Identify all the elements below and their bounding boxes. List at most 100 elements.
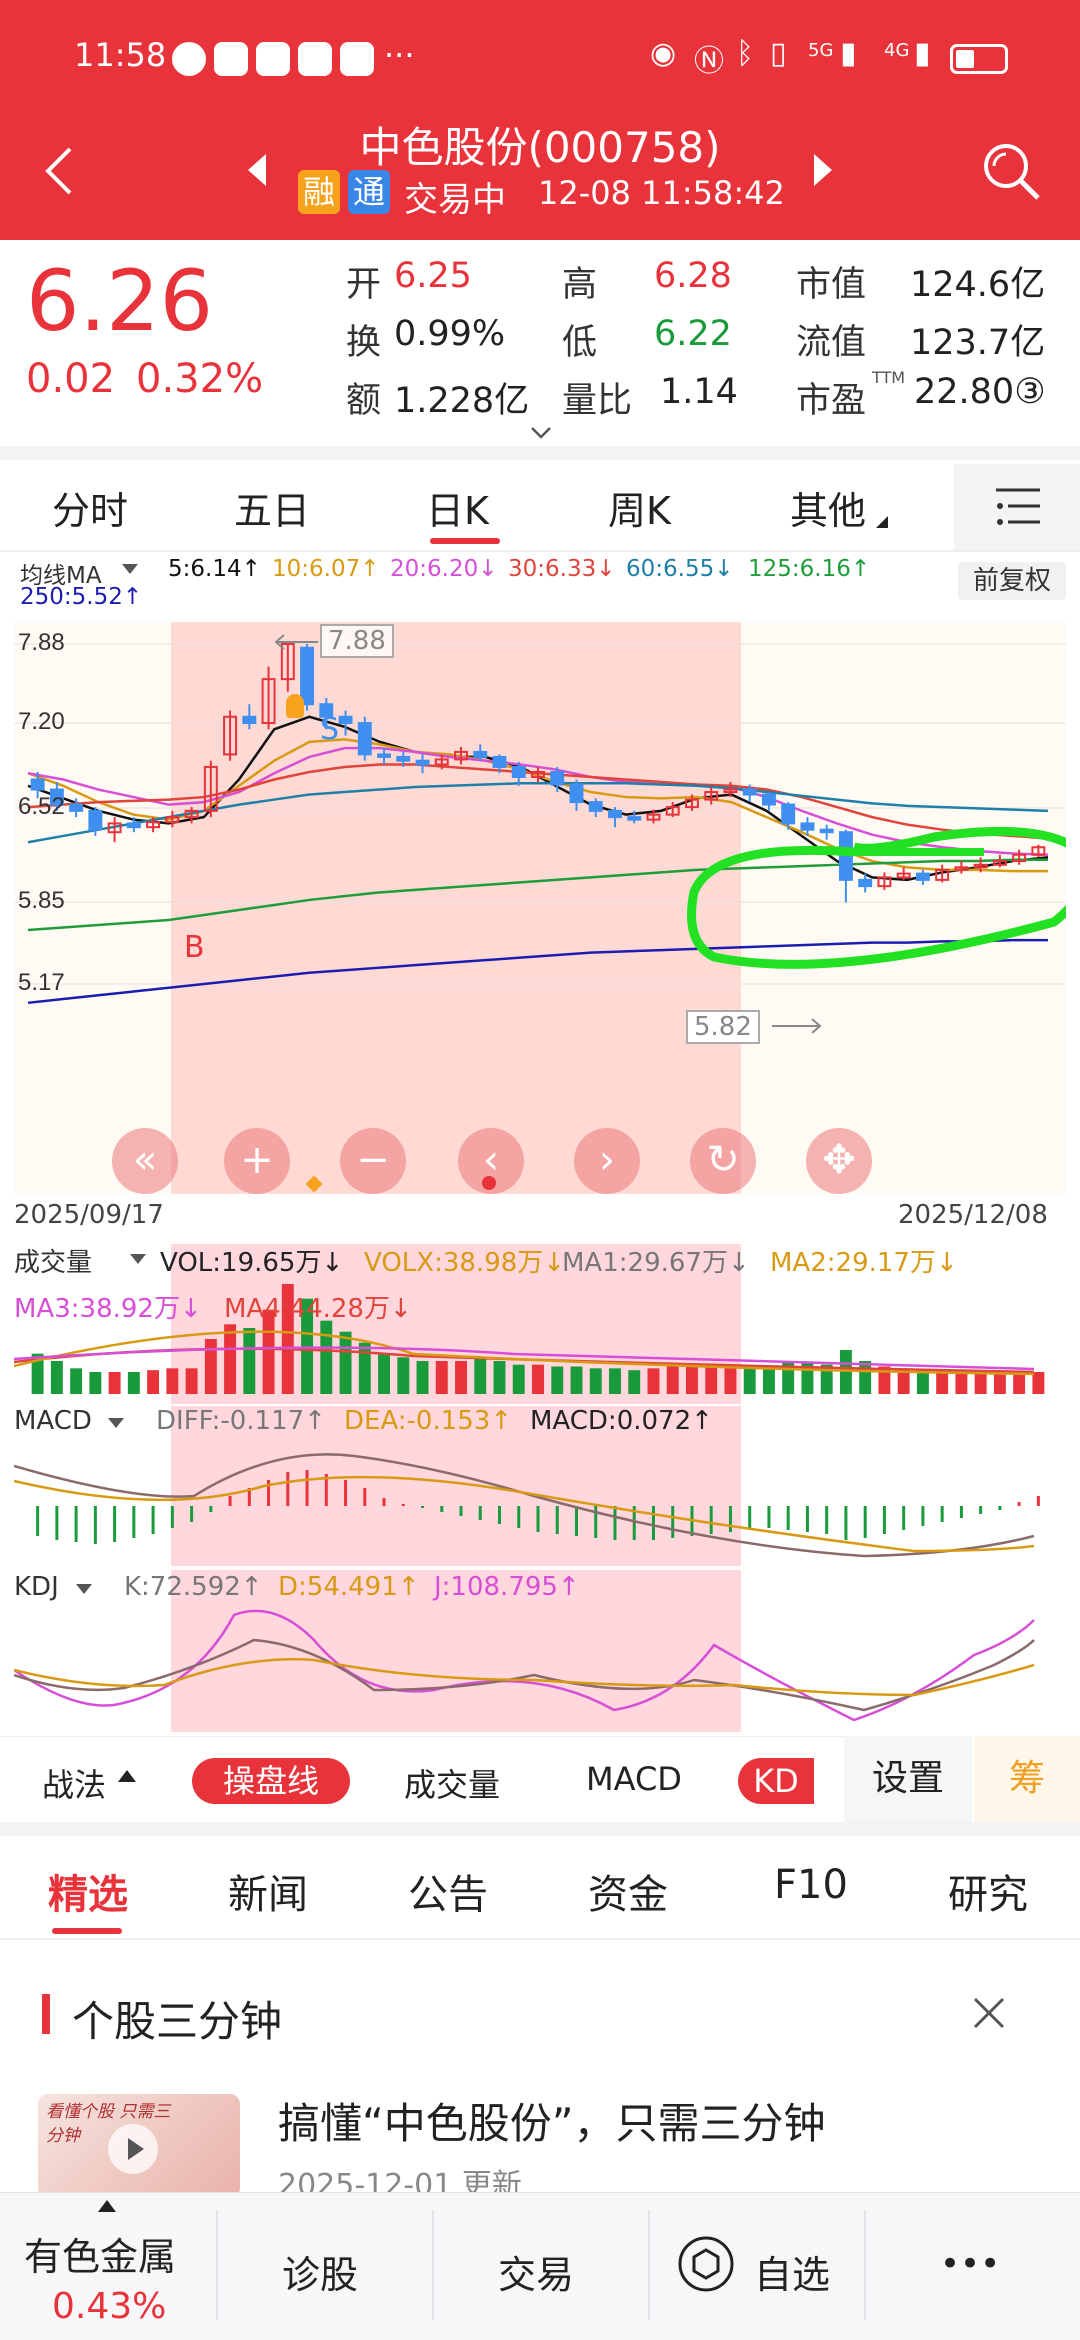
play-icon[interactable]	[108, 2124, 158, 2174]
indicator-macd-button[interactable]: MACD	[586, 1760, 682, 1798]
divider-2	[0, 1822, 1080, 1836]
zoom-out-control[interactable]: −	[340, 1128, 406, 1194]
nav-watchlist[interactable]: 自选	[754, 2253, 831, 2297]
tabs-divider	[0, 550, 1080, 552]
volume-title[interactable]: 成交量	[14, 1248, 93, 1278]
event-dot-icon[interactable]	[482, 1176, 496, 1190]
pe-label: 市盈	[796, 381, 867, 421]
chart-settings-button[interactable]	[954, 464, 1080, 550]
volume-bar	[185, 1368, 198, 1394]
price-change-pct: 0.32%	[136, 356, 264, 402]
volume-bar	[820, 1364, 833, 1394]
kdj-panel[interactable]	[14, 1570, 1066, 1732]
macd-dea-line	[14, 1475, 1035, 1553]
tab-weekly-k[interactable]: 周K	[608, 489, 671, 533]
volume-ratio-label: 量比	[562, 381, 633, 421]
volume-bar	[147, 1370, 160, 1394]
volume-bar	[474, 1357, 487, 1394]
pe-value: 22.80③	[914, 372, 1046, 412]
candle-body	[184, 809, 199, 819]
close-icon[interactable]	[972, 1996, 1006, 2030]
prev-stock-icon[interactable]	[246, 152, 268, 188]
ma-legend-title[interactable]: 均线MA	[20, 563, 102, 589]
vibrate-icon: ▯	[770, 36, 787, 71]
indicator-volume-button[interactable]: 成交量	[404, 1766, 501, 1804]
news-tab-featured[interactable]: 精选	[48, 1872, 128, 1918]
next-stock-icon[interactable]	[812, 152, 834, 188]
candle-body	[992, 860, 1007, 866]
nav-divider-4	[864, 2210, 866, 2320]
tab-intraday[interactable]: 分时	[52, 489, 129, 533]
candle-body	[165, 816, 180, 824]
vol-ma2-value: MA2:29.17万↓	[770, 1248, 958, 1278]
volume-bar	[974, 1370, 987, 1394]
article-thumbnail[interactable]: 看懂个股 只需三分钟	[38, 2094, 240, 2198]
nav-divider-2	[432, 2210, 434, 2320]
app-notification-icon-2	[256, 42, 290, 76]
candle-body	[107, 822, 122, 834]
news-tab-research[interactable]: 研究	[948, 1872, 1028, 1918]
candle-body	[531, 770, 545, 778]
chip-distribution-button[interactable]: 筹	[974, 1736, 1080, 1822]
indicator-settings-button[interactable]: 设置	[844, 1736, 972, 1822]
volume-bar	[70, 1368, 83, 1394]
tab-other[interactable]: 其他	[790, 489, 867, 533]
ma20-value: 20:6.20↓	[390, 556, 498, 582]
volume-bar	[89, 1372, 102, 1394]
candle-body	[1012, 853, 1027, 863]
candle-body	[935, 868, 950, 881]
macd-dropdown-icon	[108, 1418, 124, 1428]
x-axis-end: 2025/12/08	[898, 1200, 1048, 1230]
candle-body	[781, 803, 796, 825]
candle-body	[473, 750, 488, 758]
nav-more[interactable]: •••	[940, 2244, 1001, 2284]
tab-five-day[interactable]: 五日	[234, 489, 311, 533]
market-cap-value: 124.6亿	[910, 265, 1046, 305]
volume-bar	[743, 1366, 756, 1394]
indicator-caopan-button[interactable]: 操盘线	[192, 1758, 350, 1804]
strategy-menu[interactable]: 战法	[42, 1766, 107, 1804]
kdj-title[interactable]: KDJ	[14, 1572, 59, 1602]
news-tab-announcements[interactable]: 公告	[408, 1872, 488, 1918]
candle-body	[88, 809, 103, 831]
watchlist-icon[interactable]	[676, 2234, 736, 2294]
turnover-label: 换	[346, 323, 382, 363]
news-divider	[0, 1938, 1080, 1940]
kline-chart[interactable]: 7.88 7.20 6.52 5.85 5.17	[14, 622, 1066, 1194]
indicator-kd-button[interactable]: KD	[738, 1758, 814, 1804]
nav-diagnose[interactable]: 诊股	[282, 2253, 359, 2297]
candle-body	[300, 646, 315, 706]
volume-panel[interactable]	[14, 1244, 1066, 1404]
candle-body	[704, 791, 719, 801]
y-tick-label: 5.85	[18, 887, 65, 914]
lightbulb-icon[interactable]	[286, 694, 304, 718]
fullscreen-control[interactable]: ✥	[806, 1128, 872, 1194]
back-arrow-icon[interactable]	[44, 146, 74, 196]
expand-chevron-icon[interactable]	[530, 426, 552, 440]
adjust-mode-button[interactable]: 前复权	[958, 562, 1066, 600]
scroll-right-control[interactable]: ›	[574, 1128, 640, 1194]
zoom-in-control[interactable]: +	[224, 1128, 290, 1194]
status-time: 11:58	[74, 36, 167, 74]
nav-trade[interactable]: 交易	[498, 2253, 575, 2297]
volume-bar	[320, 1320, 333, 1394]
rotate-control[interactable]: ↻	[690, 1128, 756, 1194]
candle-body	[1031, 846, 1046, 856]
news-tab-funds[interactable]: 资金	[588, 1872, 668, 1918]
sector-caret-up-icon	[98, 2200, 116, 2212]
sector-name[interactable]: 有色金属	[24, 2235, 177, 2279]
fast-back-control[interactable]: «	[112, 1128, 178, 1194]
volume-bar	[1032, 1372, 1045, 1394]
vol-ma4-value: MA4:44.28万↓	[224, 1294, 412, 1324]
article-title[interactable]: 搞懂“中色股份”，只需三分钟	[278, 2099, 826, 2148]
trading-status: 交易中	[404, 180, 506, 220]
news-tab-news[interactable]: 新闻	[228, 1872, 308, 1918]
volume-bar	[31, 1353, 44, 1394]
news-tab-f10[interactable]: F10	[774, 1862, 848, 1908]
tab-daily-k[interactable]: 日K	[426, 489, 489, 533]
candle-body	[800, 822, 815, 831]
macd-panel[interactable]	[14, 1406, 1066, 1566]
candle-body	[357, 722, 372, 756]
search-icon[interactable]	[980, 140, 1042, 202]
macd-title[interactable]: MACD	[14, 1406, 92, 1436]
